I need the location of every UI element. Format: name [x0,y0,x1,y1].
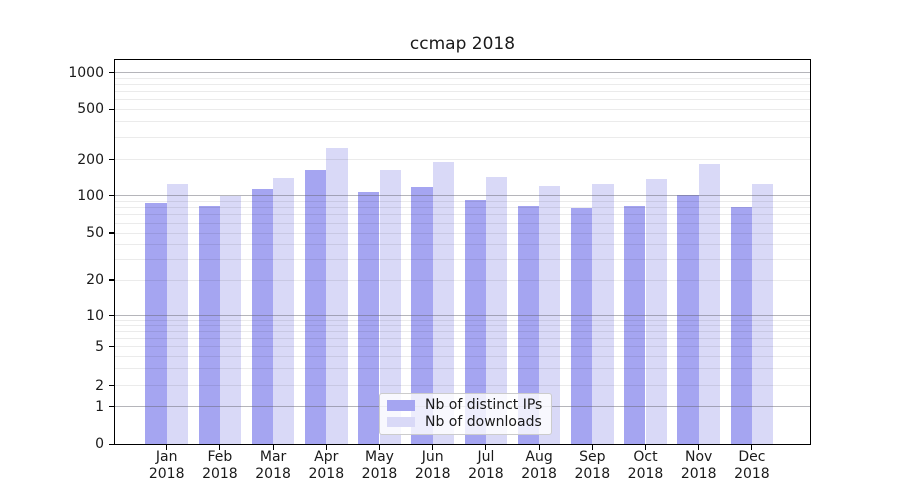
y-tick-label-2: 2 [95,377,104,394]
bar-aug-2018-nb-of-distinct-ips [517,205,540,445]
bar-mar-2018-nb-of-downloads [273,177,295,445]
y-tick-label-20: 20 [86,272,104,288]
legend-item-distinct-ips: Nb of distinct IPs [387,397,543,414]
x-tick-label-jan-2018: Jan 2018 [148,448,185,483]
legend-item-downloads: Nb of downloads [387,414,542,430]
y-tick-500 [109,108,114,110]
legend-label-downloads: Nb of downloads [425,413,542,430]
y-tick-label-100: 100 [77,187,104,204]
x-tick-jul-2018 [485,445,487,451]
x-tick-nov-2018 [698,445,700,451]
legend-label-distinct-ips: Nb of distinct IPs [425,397,543,414]
bar-may-2018-nb-of-distinct-ips [358,191,380,445]
bar-dec-2018-nb-of-distinct-ips [730,207,752,445]
x-tick-aug-2018 [538,445,540,451]
x-tick-mar-2018 [272,445,274,451]
y-tick-1000 [109,72,114,74]
bar-oct-2018-nb-of-distinct-ips [624,205,646,445]
bar-sep-2018-nb-of-distinct-ips [570,207,593,445]
bar-jun-2018-nb-of-downloads [432,161,455,445]
bar-mar-2018-nb-of-distinct-ips [251,188,274,445]
legend: Nb of distinct IPs Nb of downloads [379,392,553,435]
bar-may-2018-nb-of-downloads [379,169,401,445]
x-tick-label-jul-2018: Jul 2018 [468,448,504,483]
x-tick-label-feb-2018: Feb 2018 [202,448,238,483]
y-tick-label-1: 1 [95,398,104,415]
x-tick-label-sep-2018: Sep 2018 [574,448,611,483]
bar-oct-2018-nb-of-downloads [645,179,667,445]
y-tick-50 [109,232,114,234]
y-tick-label-0: 0 [95,436,104,453]
x-tick-may-2018 [378,445,381,451]
x-tick-label-jun-2018: Jun 2018 [414,448,451,483]
bar-jan-2018-nb-of-downloads [166,184,189,445]
y-tick-10 [109,315,114,317]
bar-nov-2018-nb-of-distinct-ips [677,194,699,445]
y-tick-1 [109,406,114,408]
y-tick-200 [109,158,114,161]
y-tick-0 [109,443,114,445]
x-tick-label-nov-2018: Nov 2018 [680,448,717,483]
x-tick-apr-2018 [325,445,327,451]
y-tick-label-5: 5 [95,338,104,355]
x-tick-oct-2018 [644,445,647,451]
y-tick-2 [109,385,114,387]
x-tick-dec-2018 [751,445,753,451]
x-tick-label-aug-2018: Aug 2018 [521,448,557,483]
y-tick-20 [109,279,114,281]
legend-swatch-distinct-ips [387,400,415,411]
chart-title: ccmap 2018 [409,34,516,54]
bar-nov-2018-nb-of-downloads [698,163,721,445]
bar-apr-2018-nb-of-downloads [326,148,348,445]
bar-feb-2018-nb-of-distinct-ips [198,205,220,445]
x-tick-feb-2018 [219,445,221,451]
x-tick-jan-2018 [166,445,168,451]
x-tick-jun-2018 [432,445,434,451]
y-tick-label-200: 200 [77,151,104,168]
bar-jul-2018-nb-of-downloads [485,177,508,445]
y-tick-label-500: 500 [77,101,104,118]
x-tick-label-oct-2018: Oct 2018 [627,448,664,483]
y-tick-label-10: 10 [86,307,104,324]
bar-dec-2018-nb-of-downloads [751,183,774,445]
bar-apr-2018-nb-of-distinct-ips [304,169,327,445]
y-tick-100 [109,195,114,197]
legend-swatch-downloads [387,416,415,427]
bar-sep-2018-nb-of-downloads [592,184,614,445]
x-tick-label-apr-2018: Apr 2018 [308,448,345,483]
bar-feb-2018-nb-of-downloads [219,195,242,445]
x-tick-sep-2018 [591,445,593,451]
bar-jul-2018-nb-of-distinct-ips [464,200,486,445]
x-tick-label-mar-2018: Mar 2018 [255,448,291,483]
bar-jan-2018-nb-of-distinct-ips [145,203,167,445]
bar-aug-2018-nb-of-downloads [539,186,561,445]
bar-jun-2018-nb-of-distinct-ips [411,187,433,445]
x-tick-label-dec-2018: Dec 2018 [734,448,770,483]
y-tick-label-50: 50 [86,225,104,241]
y-tick-label-1000: 1000 [68,64,104,81]
y-tick-5 [109,346,114,348]
x-tick-label-may-2018: May 2018 [361,448,398,483]
